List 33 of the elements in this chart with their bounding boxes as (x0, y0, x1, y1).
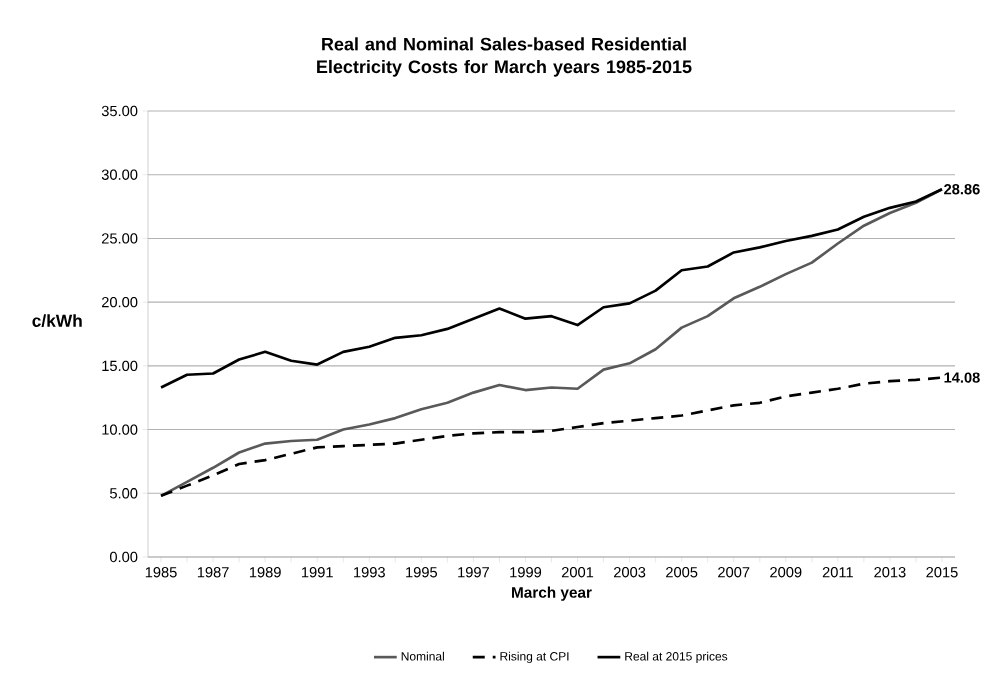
x-tick-label: 1993 (354, 567, 385, 578)
legend-label: Nominal (401, 651, 444, 661)
x-tick-label: 1999 (510, 567, 542, 578)
x-axis-title: March year (512, 586, 592, 601)
x-tick-label: 2009 (770, 567, 802, 578)
y-tick-label: 30.00 (101, 169, 138, 180)
y-tick-label: 0.00 (109, 551, 138, 563)
data-label: 14.08 (944, 372, 980, 383)
y-tick-label: 25.00 (101, 233, 138, 244)
chart-title: Real and Nominal Sales-based Residential Electricity Costs for March years 1985-2015 (317, 37, 692, 77)
x-tick-label: 2007 (718, 567, 750, 578)
data-label: 28.86 (944, 184, 980, 195)
y-axis-title: c/kWh (32, 314, 82, 328)
legend-label: Real at 2015 prices (625, 651, 728, 663)
x-tick-label: 1987 (197, 567, 229, 578)
x-tick-label: 2003 (614, 567, 646, 578)
legend-label: Rising at CPI (500, 651, 569, 663)
x-tick-label: 1995 (406, 567, 438, 578)
x-tick-label: 1991 (302, 567, 333, 578)
x-tick-label: 1989 (249, 567, 281, 578)
y-tick-label: 20.00 (101, 296, 138, 308)
y-tick-label: 35.00 (101, 105, 138, 117)
x-tick-label: 2001 (561, 567, 594, 578)
x-tick-label: 2005 (666, 567, 698, 578)
x-tick-label: 1985 (145, 567, 177, 578)
x-tick-label: 2011 (822, 567, 853, 578)
y-tick-label: 5.00 (110, 488, 138, 499)
y-tick-label: 15.00 (102, 360, 138, 372)
y-tick-label: 10.00 (102, 424, 138, 435)
line-series (159, 187, 944, 389)
x-tick-label: 1997 (458, 567, 489, 578)
x-tick-label: 2015 (926, 567, 958, 578)
x-tick-label: 2013 (874, 567, 906, 578)
